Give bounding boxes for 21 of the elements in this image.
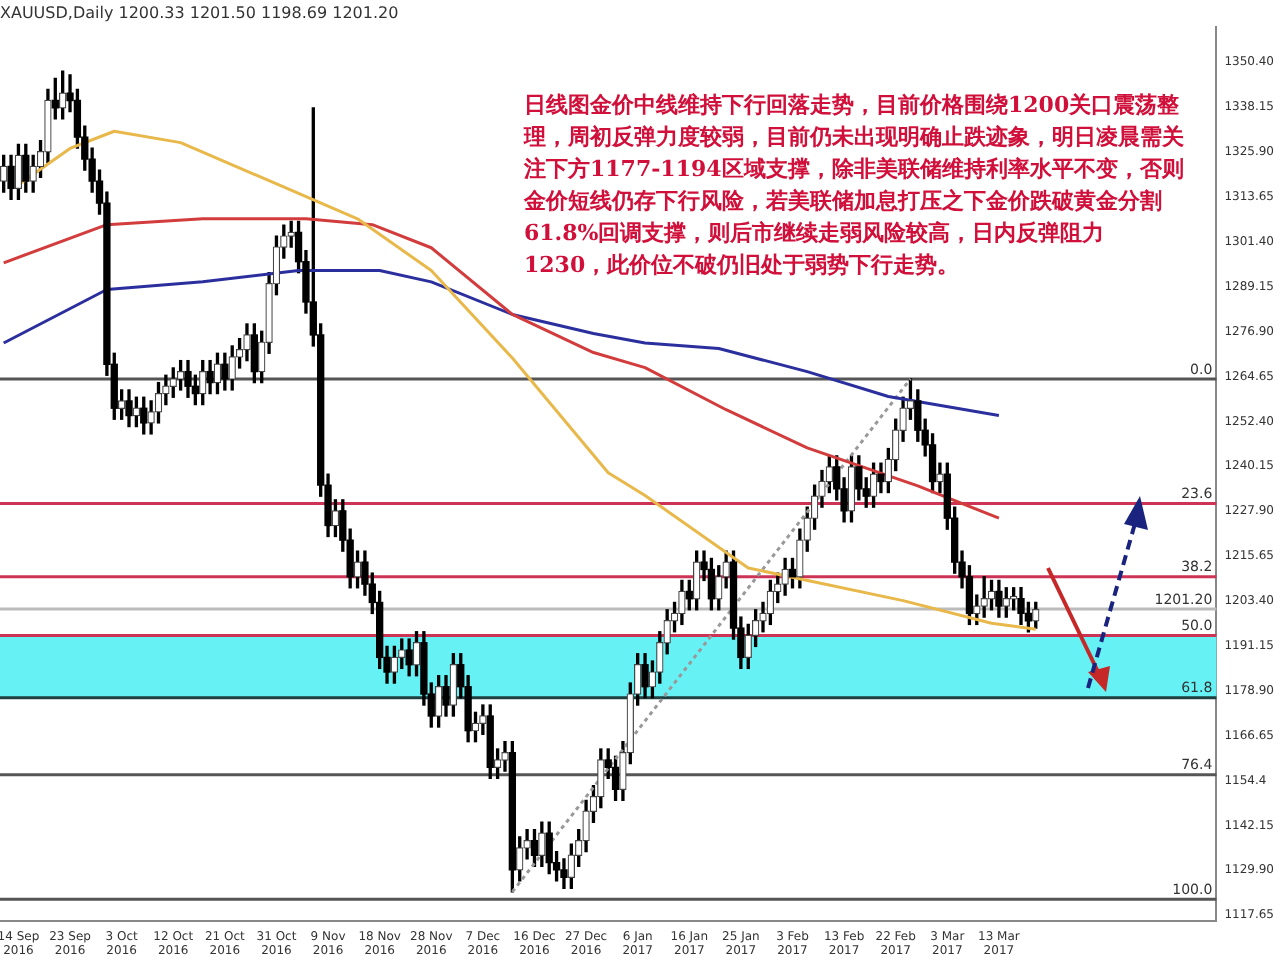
candlestick [184,359,192,398]
candlestick [125,389,133,428]
candlestick [361,550,369,596]
candlestick [995,579,1003,618]
chart-title: XAUUSD,Daily 1200.33 1201.50 1198.69 1201.20 [0,3,399,22]
candlestick [582,799,590,853]
candlestick [221,352,229,391]
annotation: 日线图金价中线维持下行回落走势，目前价格围绕1200关口震荡整理，周初反弹力度较弱，目前仍未出现明确止跌迹象，明日凌晨需关注下方1177-1194区域支撑，除非美联储维持利率水平不变，否则金价短线仍存下行风险，若美联储加息打压之下金价跌破黄金分割61.8%回调支撑，则后市继续走弱风险较高，日内反弹阻力1230，此价位不破仍旧处于弱势下行走势。 [524,90,1184,282]
candlestick [206,359,214,395]
candlestick [44,88,52,164]
candlestick [641,653,649,699]
candlestick [560,858,568,889]
candlestick [781,557,789,596]
candlestick [162,374,170,406]
candlestick [405,638,413,677]
candlestick [678,579,686,626]
candlestick [147,400,155,435]
candlestick [7,154,15,201]
candlestick [1017,587,1025,626]
candlestick [442,675,450,717]
candlestick [538,821,546,867]
